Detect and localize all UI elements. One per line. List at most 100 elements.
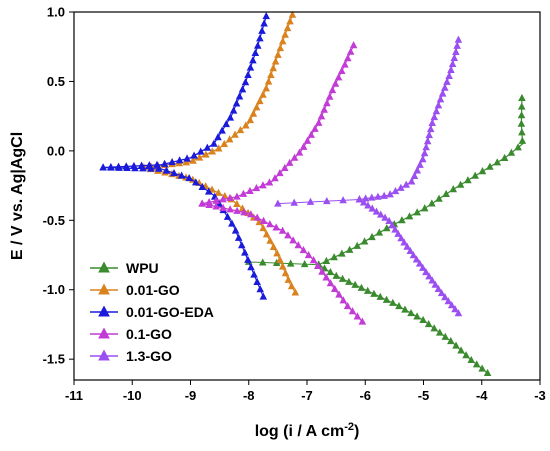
data-point [449,185,458,193]
data-point [325,92,334,100]
data-point [338,274,347,282]
data-point [210,139,218,147]
x-axis-label: log (i / A cm-2) [255,421,360,440]
data-point [259,292,268,300]
data-point [295,148,304,156]
data-point [343,301,352,310]
legend-marker [98,349,110,361]
data-point [328,86,337,94]
data-point [244,255,252,263]
data-point [385,216,393,225]
data-point [235,92,244,100]
data-point [192,178,200,186]
series-0.1-GO [198,41,367,325]
data-point [170,168,178,177]
data-point [420,204,429,212]
data-point [441,83,449,91]
data-point [332,271,341,279]
data-point [304,250,313,259]
data-point [419,315,427,324]
data-point [299,142,308,150]
data-point [266,236,274,244]
data-point [423,137,432,145]
data-point [517,102,526,110]
data-point [381,213,389,221]
data-point [453,41,461,49]
data-point [368,232,376,241]
data-point [330,284,339,292]
data-point [204,187,213,195]
data-point [202,150,210,158]
data-point [456,180,465,188]
data-point [238,85,247,93]
data-point [318,267,326,275]
data-point [264,77,273,85]
data-point [436,95,445,103]
data-point [443,77,451,85]
data-point [401,305,409,313]
data-point [334,73,343,81]
data-point [246,63,255,71]
data-point [271,174,279,182]
plot-area-frame [73,11,541,381]
y-tick-label: 1.0 [47,5,65,20]
data-point [274,199,282,207]
data-point [413,166,422,174]
data-point [276,255,284,263]
data-point [253,213,261,221]
data-point [253,277,261,285]
legend-label: 0.01-GO [126,282,180,298]
data-point [394,229,402,237]
data-point [220,139,229,148]
data-point [407,177,416,185]
data-point [452,341,460,349]
data-point [278,37,287,45]
data-point [335,290,343,298]
data-point [407,308,415,317]
data-point [413,208,421,216]
data-point [190,151,198,159]
data-point [107,163,115,171]
data-point [286,17,294,25]
data-point [420,149,429,157]
data-point [382,295,391,303]
data-point [337,66,346,75]
data-point [183,154,191,162]
legend-marker [98,327,110,339]
data-point [266,220,274,228]
data-point [289,236,297,244]
data-point [260,19,268,27]
data-point [198,199,206,207]
data-point [419,263,427,271]
flat-segment-line [277,198,360,205]
data-point [380,191,388,199]
data-point [320,105,328,113]
data-point [287,282,296,290]
data-point [376,210,385,218]
data-point [413,312,421,320]
data-point [518,93,526,102]
data-point [448,59,457,67]
data-point [234,233,243,241]
data-point [99,163,107,171]
data-point [422,143,430,151]
x-tick-label: -5 [418,388,430,403]
data-point [182,158,191,166]
series-layer [99,10,527,376]
data-point [123,163,131,172]
data-point [353,312,362,320]
data-point [276,43,285,52]
data-point [284,275,293,283]
x-tick-label: -7 [301,388,313,403]
data-point [462,351,470,359]
data-point [175,156,184,164]
data-point [272,223,281,231]
data-point [231,130,239,138]
data-point [226,205,234,213]
x-tick-label: -9 [185,388,197,403]
data-point [256,96,264,105]
data-point [400,238,408,246]
data-point [288,10,297,18]
data-point [517,111,526,119]
